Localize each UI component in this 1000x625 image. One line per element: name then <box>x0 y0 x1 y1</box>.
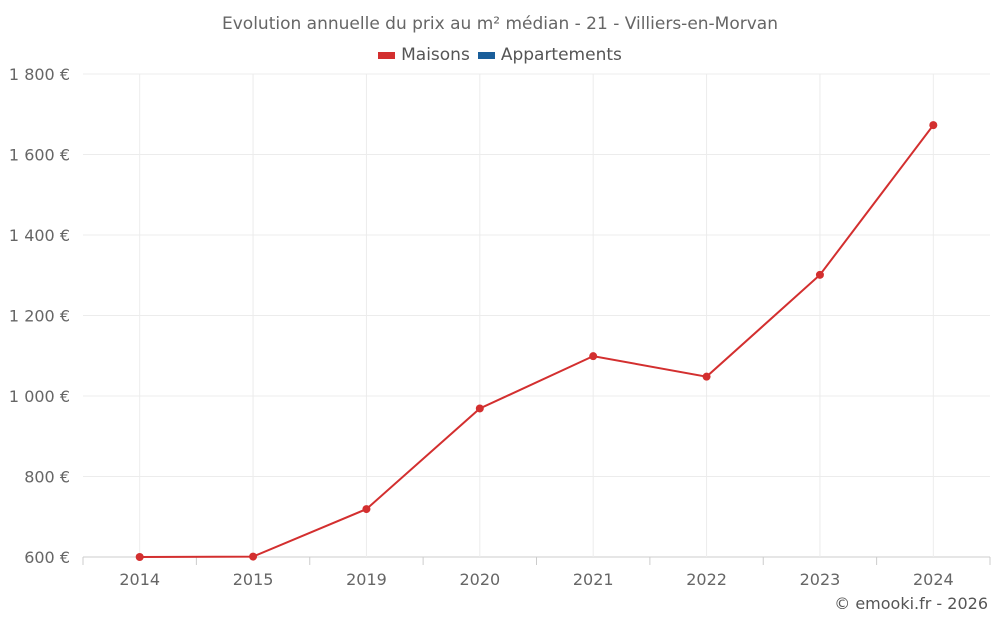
data-point <box>589 352 598 361</box>
legend-swatch-maisons <box>378 51 396 59</box>
y-tick-label: 1 600 € <box>9 146 70 165</box>
y-tick-label: 600 € <box>24 548 70 567</box>
legend-item-appartements[interactable]: Appartements <box>477 45 622 65</box>
data-point <box>929 121 938 130</box>
x-tick-label: 2022 <box>686 570 727 589</box>
x-tick-label: 2014 <box>119 570 160 589</box>
data-point <box>702 372 711 381</box>
y-tick-label: 1 000 € <box>9 387 70 406</box>
data-point <box>249 552 258 561</box>
x-tick-label: 2019 <box>346 570 387 589</box>
data-point <box>135 553 144 561</box>
y-tick-label: 1 800 € <box>9 65 70 84</box>
legend-item-maisons[interactable]: Maisons <box>378 45 470 65</box>
legend-swatch-appartements <box>477 51 495 59</box>
data-point <box>362 505 371 514</box>
x-tick-label: 2023 <box>800 570 841 589</box>
x-tick-label: 2024 <box>913 570 954 589</box>
series-line-maisons <box>139 124 935 558</box>
data-point <box>815 270 824 279</box>
x-tick-label: 2021 <box>573 570 614 589</box>
legend: Maisons Appartements <box>0 45 1000 65</box>
chart-title: Evolution annuelle du prix au m² médian … <box>222 14 778 34</box>
legend-label-maisons: Maisons <box>401 45 470 65</box>
y-tick-label: 800 € <box>24 468 70 487</box>
y-tick-label: 1 200 € <box>9 307 70 326</box>
data-point <box>475 404 484 413</box>
y-tick-label: 1 400 € <box>9 226 70 245</box>
x-tick-label: 2015 <box>233 570 274 589</box>
x-tick-label: 2020 <box>459 570 500 589</box>
credit-text: © emooki.fr - 2026 <box>834 594 988 613</box>
legend-label-appartements: Appartements <box>500 45 622 65</box>
